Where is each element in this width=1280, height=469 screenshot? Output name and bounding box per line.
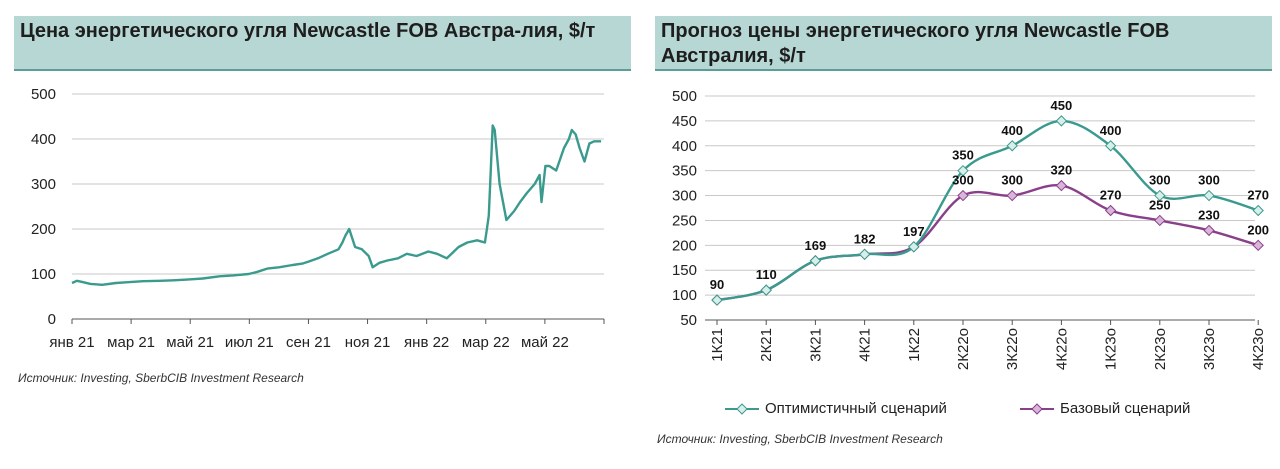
data-point-optimistic: [908, 241, 920, 253]
left-y-tick-label: 100: [31, 266, 56, 283]
left-price-line: [71, 124, 602, 286]
data-point-optimistic: [760, 284, 772, 296]
data-label-optimistic: 182: [854, 231, 876, 246]
right-chart-panel: Прогноз цены энергетического угля Newcas…: [655, 0, 1272, 469]
left-y-tick-label: 500: [31, 86, 56, 103]
data-label-optimistic: 400: [1100, 123, 1122, 138]
left-chart-panel: Цена энергетического угля Newcastle FOB …: [14, 0, 631, 469]
data-label-base: 250: [1149, 197, 1171, 212]
data-label-optimistic: 90: [710, 277, 724, 292]
legend-item-base: Базовый сценарий: [1020, 400, 1190, 417]
data-point-base: [1203, 224, 1215, 237]
right-y-tick-label: 250: [672, 212, 697, 229]
data-point-optimistic: [711, 294, 723, 306]
right-x-tick-label: 4К22о: [1053, 328, 1070, 370]
right-x-tick-label: 3К23о: [1201, 328, 1218, 370]
data-label-base: 300: [952, 173, 974, 188]
left-source-note: Источник: Investing, SberbCIB Investment…: [18, 371, 304, 385]
data-label-base: 270: [1100, 187, 1122, 202]
data-point-base: [1006, 189, 1018, 202]
data-point-base: [1104, 204, 1117, 217]
data-point-optimistic: [1055, 115, 1068, 127]
data-point-base: [1252, 239, 1264, 252]
right-y-tick-label: 50: [680, 312, 697, 329]
left-y-tick-label: 300: [31, 176, 56, 193]
right-x-tick-label: 1К21: [709, 328, 726, 362]
data-label-base: 300: [1001, 173, 1023, 188]
legend-marker-optimistic: [725, 402, 759, 415]
right-x-tick-label: 2К21: [758, 328, 775, 362]
left-y-tick-label: 200: [31, 221, 56, 238]
left-y-tick-label: 0: [48, 311, 56, 328]
data-label-base: 230: [1198, 207, 1220, 222]
right-x-tick-label: 1К22: [906, 328, 923, 362]
data-label-optimistic: 450: [1051, 98, 1073, 113]
right-chart-title: Прогноз цены энергетического угля Newcas…: [655, 16, 1272, 71]
legend-marker-base: [1020, 402, 1054, 415]
right-y-tick-label: 350: [672, 163, 697, 180]
right-x-tick-label: 4К23о: [1250, 328, 1267, 370]
left-x-tick-label: май 21: [166, 334, 214, 351]
data-point-base: [957, 189, 969, 202]
right-y-tick-label: 150: [672, 262, 697, 279]
right-y-tick-label: 400: [672, 138, 697, 155]
data-point-base: [1055, 179, 1068, 192]
data-label-optimistic: 197: [903, 224, 925, 239]
series-line-base: [716, 184, 1259, 302]
right-x-tick-label: 1К23о: [1103, 328, 1120, 370]
left-x-tick-label: сен 21: [286, 334, 331, 351]
left-x-tick-label: мар 22: [462, 334, 510, 351]
left-x-tick-label: янв 21: [49, 334, 94, 351]
data-point-optimistic: [957, 164, 969, 177]
right-y-tick-label: 100: [672, 287, 697, 304]
data-point-optimistic: [858, 248, 871, 261]
legend-label-base: Базовый сценарий: [1060, 400, 1191, 417]
data-point-optimistic: [809, 255, 822, 267]
data-label-optimistic: 300: [1198, 173, 1220, 188]
data-point-base: [1154, 214, 1166, 227]
left-x-tick-label: янв 22: [404, 334, 449, 351]
left-x-tick-label: май 22: [521, 334, 569, 351]
data-label-optimistic: 169: [805, 238, 827, 253]
right-y-tick-label: 200: [672, 237, 697, 254]
data-point-optimistic: [1203, 189, 1215, 202]
right-forecast-chart: 50 100 150 200 250 300 350 400 450 500 1К21 2К21 3К2…: [672, 88, 1269, 370]
data-point-optimistic: [1252, 204, 1264, 217]
legend-item-optimistic: Оптимистичный сценарий: [725, 400, 947, 417]
right-source-note: Источник: Investing, SberbCIB Investment…: [657, 432, 943, 446]
right-x-tick-label: 3К22о: [1004, 328, 1021, 370]
left-x-tick-label: ноя 21: [345, 334, 391, 351]
data-label-optimistic: 110: [756, 267, 777, 282]
legend-label-optimistic: Оптимистичный сценарий: [765, 400, 947, 417]
left-y-tick-label: 400: [31, 131, 56, 148]
data-label-base: 200: [1247, 222, 1269, 237]
right-x-tick-label: 4К21: [857, 328, 874, 362]
left-x-tick-label: июл 21: [225, 334, 274, 351]
data-label-optimistic: 350: [952, 148, 974, 163]
right-y-tick-label: 450: [672, 113, 697, 130]
right-x-tick-label: 2К22о: [955, 328, 972, 370]
data-label-optimistic: 300: [1149, 173, 1171, 188]
data-label-optimistic: 400: [1001, 123, 1023, 138]
series-line-optimistic: [716, 119, 1259, 302]
left-chart-title: Цена энергетического угля Newcastle FOB …: [14, 16, 631, 71]
right-x-tick-label: 3К21: [807, 328, 824, 362]
left-x-tick-label: мар 21: [107, 334, 155, 351]
data-point-optimistic: [1104, 140, 1117, 152]
data-point-optimistic: [1006, 140, 1018, 152]
right-y-tick-label: 500: [672, 88, 697, 105]
data-label-optimistic: 270: [1247, 187, 1269, 202]
data-point-optimistic: [1154, 189, 1166, 202]
data-label-base: 320: [1051, 163, 1073, 178]
right-x-tick-label: 2К23о: [1152, 328, 1169, 370]
left-line-chart: 0 100 200 300 400 500 янв 21 мар 21 май 21 июл 21…: [31, 86, 605, 351]
right-y-tick-label: 300: [672, 188, 697, 205]
